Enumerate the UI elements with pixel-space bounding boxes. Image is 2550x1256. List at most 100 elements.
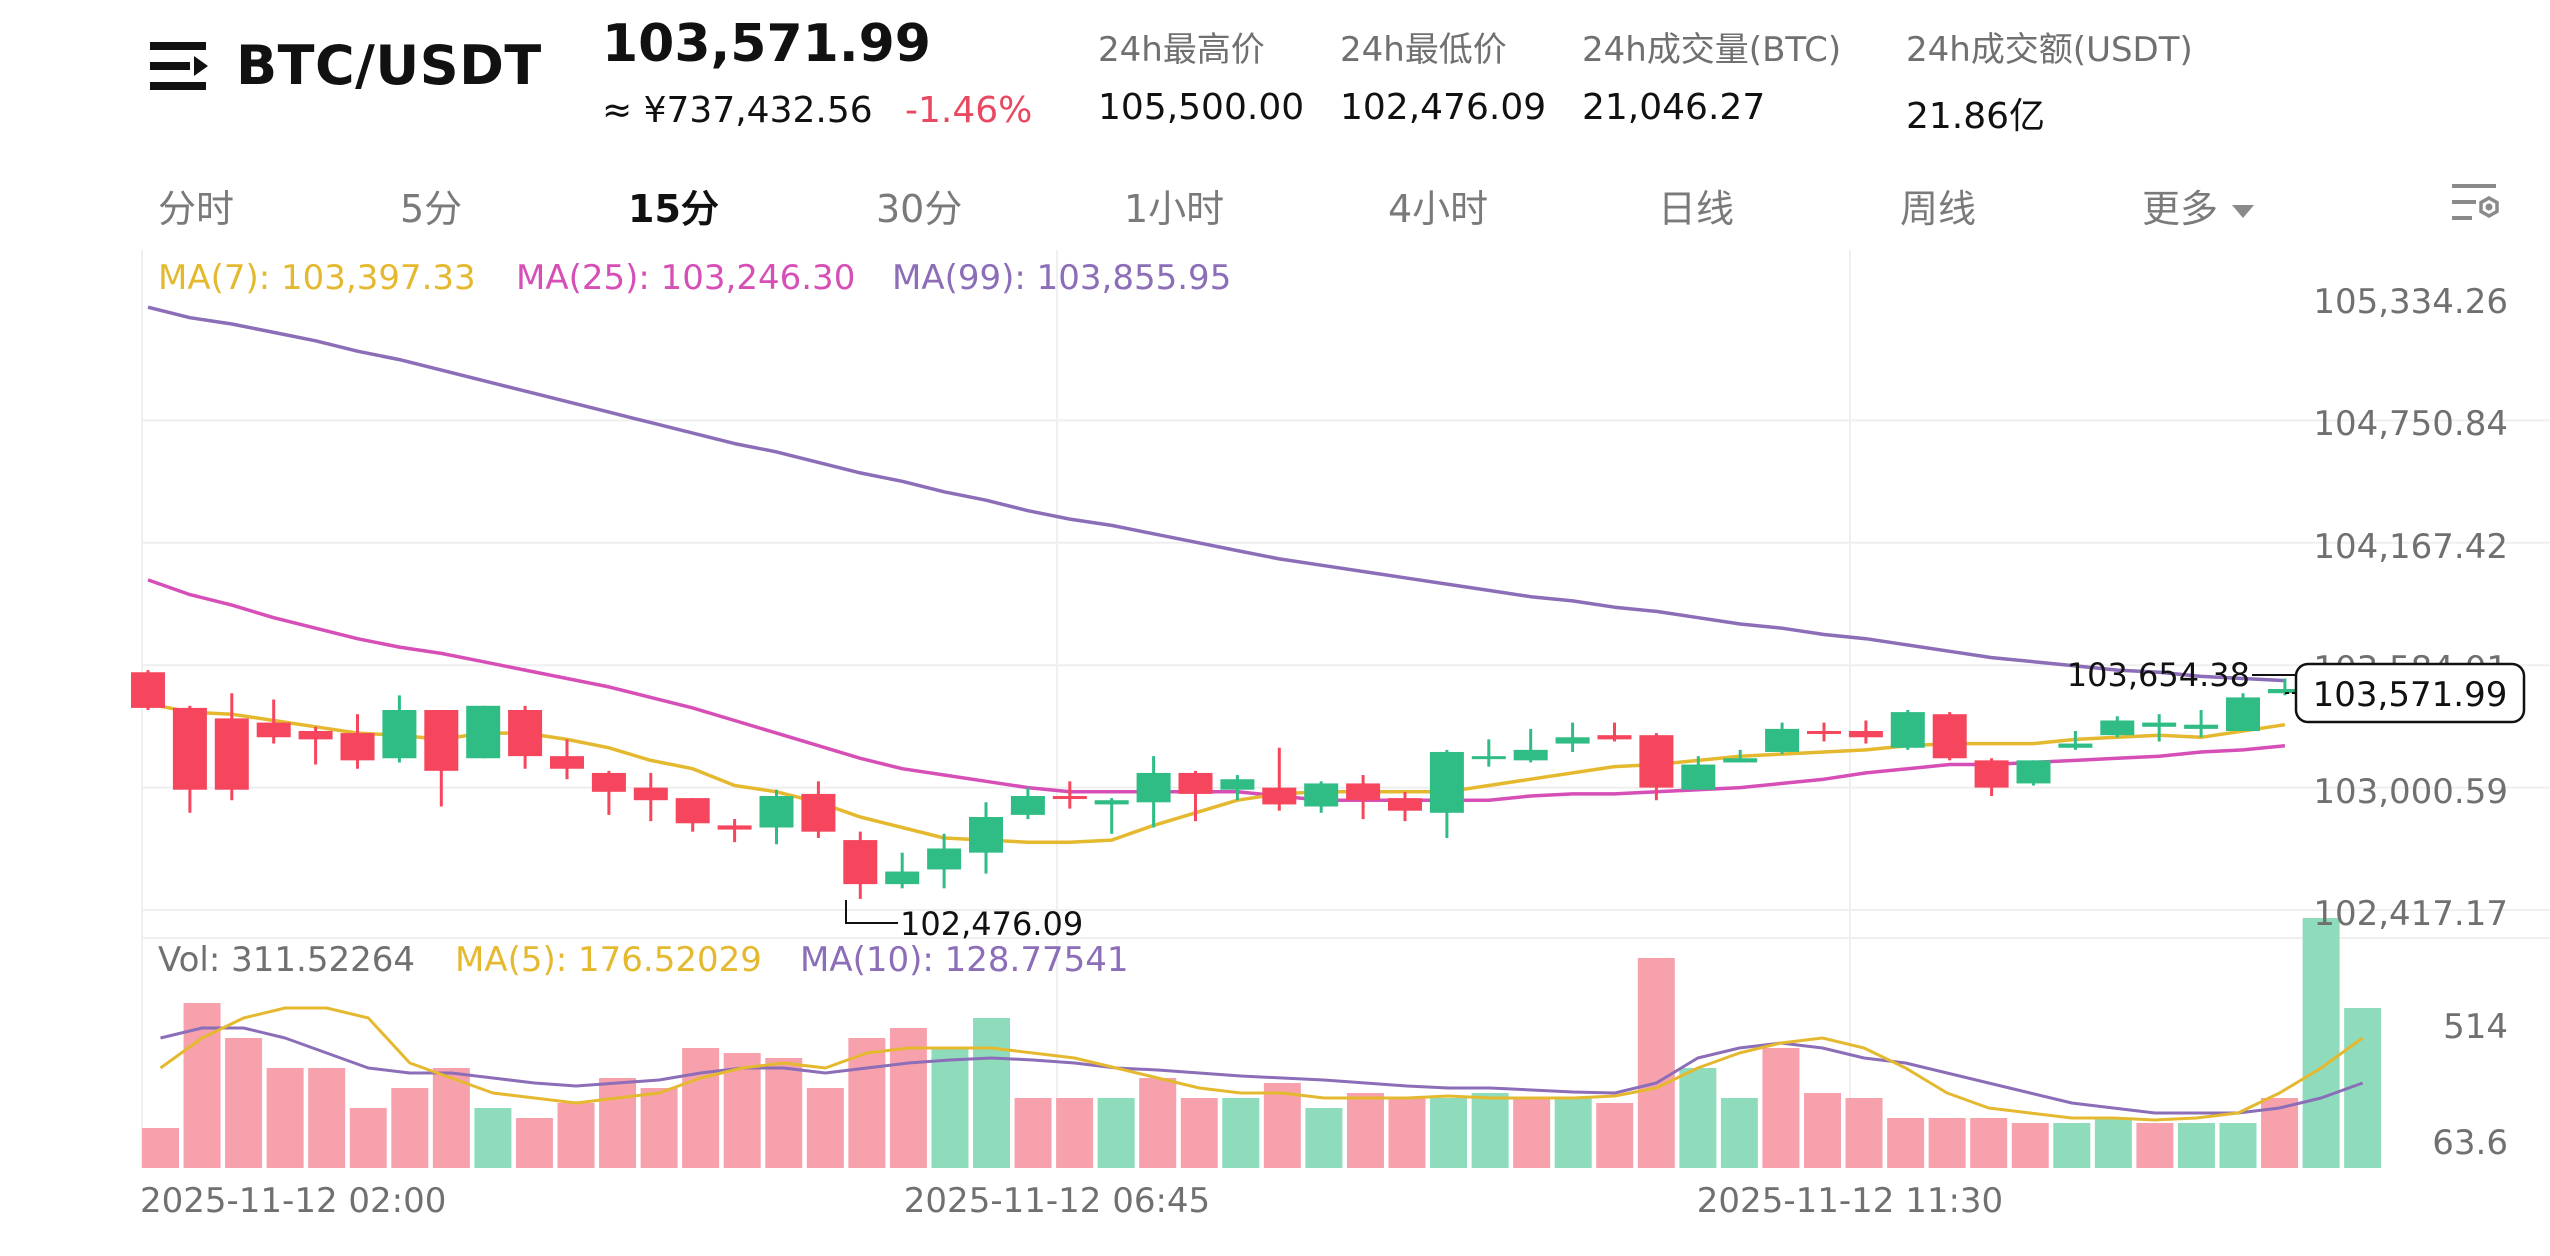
candle [1513, 728, 1548, 763]
candle-body [550, 756, 584, 769]
candle-body [2184, 724, 2219, 729]
ma7-legend: MA(7): 103,397.33 [158, 258, 476, 298]
candle [1765, 722, 1800, 755]
candle-body [2226, 697, 2260, 731]
last-price: 103,571.99 [602, 14, 931, 74]
candle [131, 670, 165, 711]
interval-tabs: 分时 5分 15分 30分 1小时 4小时 日线 周线 更多 [0, 168, 2550, 240]
volume-ma-lines [159, 1006, 2364, 1122]
volume-bar [142, 1128, 179, 1168]
candle-body [1890, 712, 1925, 748]
volume-y-tick-label: 514 [2443, 1007, 2508, 1047]
volume-bar [1139, 1078, 1177, 1168]
volume-bar [1222, 1098, 1260, 1168]
stat-value: 105,500.00 [1098, 87, 1305, 128]
volume-bar [1471, 1093, 1509, 1168]
stat-24h-high: 24h最高价 105,500.00 [1098, 22, 1304, 128]
high-annotation: 103,654.38 [2067, 656, 2250, 694]
volume-bar [2219, 1123, 2257, 1168]
volume-bar [1056, 1098, 1094, 1168]
candle-body [633, 787, 668, 801]
candle-body [508, 710, 543, 757]
candle [759, 789, 794, 845]
volume-bar [2094, 1118, 2132, 1168]
candle-body [172, 707, 207, 790]
stat-24h-turnover: 24h成交额(USDT) 21.86亿 [1906, 22, 2193, 139]
volume-bar [1305, 1108, 1343, 1168]
candle-body [885, 871, 920, 885]
tab-weekly[interactable]: 周线 [1900, 187, 1977, 231]
chart-grid [141, 250, 2550, 1168]
candle-body [1429, 751, 1464, 813]
candle [2142, 714, 2177, 742]
volume-bar [2136, 1123, 2174, 1168]
candle [2184, 710, 2219, 738]
kline-chart[interactable]: 105,334.26 104,750.84 104,167.42 103,584… [0, 240, 2550, 1256]
candle-body [1010, 796, 1045, 815]
ma25-line [147, 578, 2286, 802]
price-change-percent: -1.46% [905, 90, 1033, 131]
tab-more[interactable]: 更多 [2142, 178, 2255, 233]
candle [1597, 722, 1632, 742]
candle [2226, 693, 2260, 731]
candle-body [2267, 689, 2302, 694]
candle [508, 705, 543, 769]
chart-settings-icon[interactable] [2450, 178, 2502, 230]
candle [256, 699, 291, 744]
stat-value: 21,046.27 [1582, 87, 1766, 128]
volume-bar [848, 1038, 886, 1168]
volume-bar [765, 1058, 803, 1168]
volume-bar [432, 1068, 470, 1168]
tab-30m[interactable]: 30分 [876, 187, 963, 231]
candle-body [1388, 798, 1422, 811]
volume-bar [806, 1088, 844, 1168]
stat-value: 21.86亿 [1906, 96, 2046, 137]
volume-bar [515, 1118, 553, 1168]
candle [717, 819, 752, 843]
y-tick-label: 104,750.84 [2313, 404, 2508, 444]
candle [885, 852, 920, 889]
tab-time-sharing[interactable]: 分时 [158, 187, 235, 231]
candle-body [466, 705, 501, 759]
candle [1681, 756, 1716, 790]
candle-body [1471, 756, 1506, 760]
stat-label: 24h最高价 [1098, 30, 1265, 70]
pair-name: BTC/USDT [236, 34, 542, 97]
tab-1h[interactable]: 1小时 [1124, 187, 1225, 231]
pair-selector[interactable]: BTC/USDT [150, 34, 542, 97]
volume-bar [1845, 1098, 1883, 1168]
volume-bar [557, 1103, 595, 1168]
candle-body [717, 825, 752, 830]
tab-4h[interactable]: 4小时 [1388, 187, 1489, 231]
candles [131, 670, 2302, 899]
stat-label: 24h成交额(USDT) [1906, 30, 2193, 70]
candle [2058, 730, 2093, 750]
volume-bar [1346, 1093, 1384, 1168]
volume-bar [2053, 1123, 2091, 1168]
candle-body [591, 772, 626, 792]
candle [1932, 712, 1967, 761]
current-price-box [2294, 662, 2526, 724]
stat-label: 24h成交量(BTC) [1582, 30, 1842, 70]
candle [843, 831, 878, 899]
candle-body [256, 722, 291, 738]
x-tick-label: 2025-11-12 11:30 [1697, 1181, 2003, 1221]
candle [382, 695, 417, 763]
volume-bar [1762, 1048, 1800, 1168]
volume-bar [1513, 1098, 1551, 1168]
candle-body [2100, 720, 2135, 736]
menu-lines-icon[interactable] [150, 36, 210, 96]
tab-15m[interactable]: 15分 [628, 187, 719, 231]
candle-body [1513, 749, 1548, 761]
candle [633, 772, 668, 822]
volume-bar [1928, 1118, 1966, 1168]
x-tick-label: 2025-11-12 06:45 [904, 1181, 1210, 1221]
volume-bar [2302, 918, 2340, 1168]
tab-5m[interactable]: 5分 [400, 187, 463, 231]
tab-daily[interactable]: 日线 [1658, 187, 1735, 231]
volume-bar [1097, 1098, 1135, 1168]
candle-body [424, 710, 459, 771]
candle-body [969, 816, 1003, 853]
candle [1723, 749, 1758, 763]
candle [1471, 739, 1506, 767]
